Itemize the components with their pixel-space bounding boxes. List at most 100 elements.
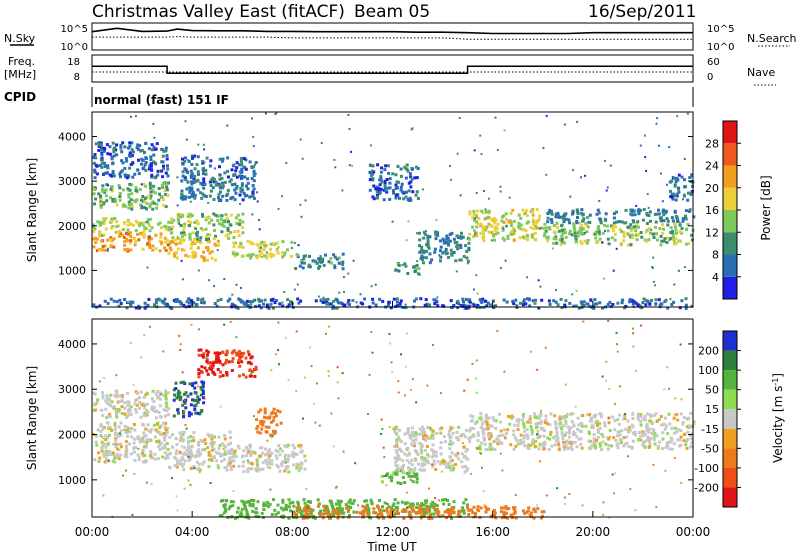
heatmap-cell: [394, 449, 398, 453]
heatmap-cell: [266, 452, 270, 456]
heatmap-speckle: [179, 349, 182, 351]
noise-tick-high: 10^5: [61, 24, 88, 35]
heatmap-cell: [224, 445, 228, 449]
heatmap-cell: [209, 189, 213, 193]
heatmap-cell: [245, 446, 248, 449]
heatmap-cell: [140, 149, 144, 152]
heatmap-speckle: [295, 330, 298, 333]
heatmap-cell: [240, 354, 244, 357]
heatmap-cell: [546, 239, 550, 243]
heatmap-cell: [174, 300, 178, 303]
freq-label: Freq.: [8, 55, 35, 68]
heatmap-cell: [626, 232, 630, 236]
heatmap-cell: [536, 436, 540, 440]
heatmap-cell: [147, 438, 151, 441]
heatmap-cell: [645, 239, 648, 243]
heatmap-cell: [202, 396, 205, 400]
heatmap-cell: [202, 166, 206, 170]
heatmap-cell: [235, 184, 239, 188]
heatmap-speckle: [343, 291, 345, 293]
heatmap-cell: [224, 213, 228, 217]
heatmap-speckle: [634, 509, 637, 512]
heatmap-cell: [123, 401, 127, 405]
heatmap-cell: [138, 406, 141, 410]
heatmap-cell: [289, 300, 292, 304]
heatmap-cell: [104, 445, 108, 449]
heatmap-cell: [125, 425, 129, 429]
heatmap-cell: [226, 156, 230, 160]
heatmap-cell: [481, 297, 485, 301]
heatmap-cell: [629, 227, 633, 231]
heatmap-cell: [128, 141, 132, 145]
heatmap-cell: [199, 410, 203, 414]
heatmap-cell: [669, 436, 673, 440]
heatmap-cell: [681, 422, 685, 426]
heatmap-speckle: [250, 372, 252, 375]
heatmap-speckle: [315, 382, 318, 385]
heatmap-cell: [680, 231, 683, 235]
heatmap-cell: [283, 444, 287, 448]
heatmap-cell: [530, 235, 534, 239]
heatmap-cell: [423, 463, 426, 467]
heatmap-cell: [164, 227, 168, 231]
heatmap-speckle: [299, 138, 302, 141]
heatmap-cell: [300, 513, 304, 517]
heatmap-cell: [262, 415, 266, 419]
heatmap-cell: [425, 499, 428, 503]
heatmap-cell: [613, 238, 617, 242]
heatmap-cell: [235, 175, 239, 179]
heatmap-cell: [391, 504, 395, 508]
heatmap-cell: [246, 181, 250, 185]
heatmap-cell: [123, 240, 127, 244]
heatmap-cell: [107, 434, 111, 437]
heatmap-speckle: [401, 264, 404, 267]
heatmap-cell: [223, 505, 227, 509]
heatmap-cell: [110, 226, 113, 230]
heatmap-cell: [157, 198, 161, 202]
heatmap-cell: [509, 224, 513, 227]
heatmap-cell: [630, 446, 634, 450]
heatmap-cell: [475, 215, 479, 219]
heatmap-cell: [394, 432, 398, 436]
heatmap-cell: [251, 184, 255, 187]
heatmap-cell: [481, 422, 484, 426]
heatmap-speckle: [341, 189, 344, 192]
heatmap-cell: [202, 177, 206, 181]
heatmap-speckle: [146, 440, 148, 443]
heatmap-cell: [512, 429, 516, 433]
heatmap-cell: [251, 370, 254, 373]
heatmap-cell: [509, 443, 513, 447]
heatmap-cell: [424, 511, 428, 515]
heatmap-cell: [560, 432, 564, 436]
heatmap-cell: [506, 237, 510, 240]
heatmap-speckle: [680, 398, 683, 401]
heatmap-cell: [203, 438, 207, 442]
heatmap-cell: [225, 370, 229, 374]
heatmap-cell: [556, 441, 560, 445]
heatmap-cell: [164, 205, 168, 209]
heatmap-speckle: [137, 447, 140, 450]
heatmap-cell: [423, 468, 426, 472]
heatmap-cell: [301, 516, 305, 520]
heatmap-cell: [100, 148, 104, 152]
heatmap-cell: [415, 474, 418, 478]
heatmap-cell: [484, 413, 488, 417]
heatmap-speckle: [483, 504, 486, 507]
heatmap-cell: [594, 236, 598, 240]
heatmap-cell: [95, 434, 98, 438]
heatmap-cell: [260, 240, 264, 244]
heatmap-cell: [338, 511, 342, 515]
colorbar-tick-label: 16: [705, 204, 719, 217]
heatmap-cell: [105, 416, 109, 420]
heatmap-cell: [499, 420, 503, 424]
heatmap-cell: [136, 221, 140, 225]
freq-tick-low: 8: [74, 72, 80, 83]
heatmap-cell: [235, 161, 239, 165]
heatmap-cell: [473, 233, 477, 237]
heatmap-cell: [230, 451, 234, 455]
heatmap-cell: [524, 302, 528, 306]
heatmap-cell: [639, 423, 643, 427]
heatmap-cell: [479, 411, 483, 415]
heatmap-cell: [98, 234, 102, 238]
heatmap-cell: [557, 422, 561, 426]
